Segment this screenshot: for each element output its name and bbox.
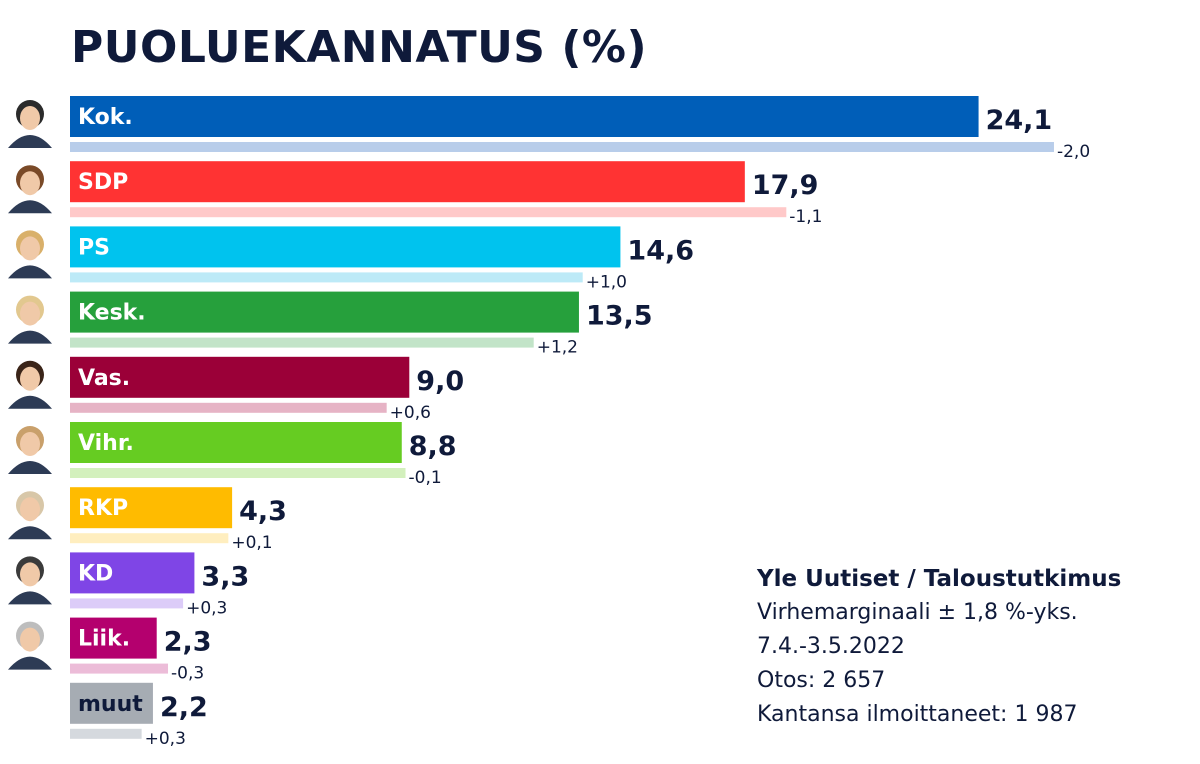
support-bar — [70, 226, 621, 268]
chart-title: PUOLUEKANNATUS (%) — [71, 22, 648, 73]
party-row: RKP 4,3 +0,1 — [8, 487, 287, 553]
previous-support-bar — [70, 468, 406, 478]
support-value-label: 17,9 — [752, 170, 819, 201]
party-leader-portrait — [8, 621, 52, 670]
party-leader-portrait — [8, 100, 52, 148]
change-label: +0,1 — [231, 533, 272, 553]
previous-support-bar — [70, 207, 787, 218]
support-bar — [70, 617, 157, 659]
party-row: Kok. 24,1-2,0 — [8, 96, 1090, 162]
party-leader-portrait — [8, 491, 52, 540]
party-leader-portrait — [8, 426, 52, 474]
party-name-label: Vihr. — [78, 431, 134, 456]
party-name-label: KD — [78, 561, 113, 586]
support-value-label: 24,1 — [986, 105, 1053, 136]
party-name-label: PS — [78, 235, 110, 260]
party-leader-portrait — [8, 295, 52, 344]
support-value-label: 9,0 — [416, 366, 464, 397]
party-name-label: muut — [78, 692, 143, 717]
margin-of-error: Virhemarginaali ± 1,8 %-yks. — [757, 600, 1078, 625]
party-row: Liik. 2,3 -0,3 — [8, 617, 212, 684]
previous-support-bar — [70, 272, 583, 283]
previous-support-bar — [70, 533, 229, 544]
previous-support-bar — [70, 142, 1054, 152]
previous-support-bar — [70, 728, 142, 739]
support-bar — [70, 291, 579, 333]
change-label: +1,0 — [586, 272, 627, 292]
party-leader-portrait — [8, 360, 52, 409]
party-row: Kesk. 13,5 +1,2 — [8, 291, 653, 358]
support-value-label: 4,3 — [239, 496, 287, 527]
survey-period: 7.4.-3.5.2022 — [757, 634, 905, 659]
change-label: +0,3 — [145, 729, 186, 749]
support-bar — [70, 96, 979, 137]
party-row: KD 3,3 +0,3 — [8, 552, 249, 618]
support-bar — [70, 356, 410, 398]
change-label: +1,2 — [537, 338, 578, 358]
party-name-label: Liik. — [78, 627, 130, 652]
sample-size: Otos: 2 657 — [757, 668, 886, 693]
party-row: muut 2,2 +0,3 — [70, 682, 208, 749]
support-bar — [70, 487, 233, 529]
source-info: Yle Uutiset / Taloustutkimus Virhemargin… — [757, 562, 1187, 732]
support-value-label: 14,6 — [627, 235, 694, 266]
party-name-label: Kok. — [78, 105, 133, 130]
support-value-label: 2,2 — [160, 692, 208, 723]
support-bar — [70, 552, 195, 594]
support-bar — [70, 682, 153, 724]
party-leader-portrait — [8, 230, 52, 279]
support-value-label: 3,3 — [201, 561, 249, 592]
change-label: -1,1 — [789, 207, 822, 227]
previous-support-bar — [70, 402, 387, 413]
party-row: Vihr. 8,8 -0,1 — [8, 422, 457, 488]
source-title: Yle Uutiset / Taloustutkimus — [757, 566, 1122, 592]
party-name-label: RKP — [78, 496, 128, 521]
support-bar — [70, 422, 402, 463]
previous-support-bar — [70, 663, 169, 674]
party-name-label: SDP — [78, 170, 128, 195]
support-value-label: 8,8 — [409, 431, 457, 462]
change-label: -0,1 — [409, 468, 442, 488]
support-bar — [70, 161, 745, 203]
change-label: +0,3 — [186, 598, 227, 618]
previous-support-bar — [70, 598, 184, 609]
party-row: SDP 17,9 -1,1 — [8, 161, 822, 227]
respondents-count: Kantansa ilmoittaneet: 1 987 — [757, 702, 1078, 727]
party-row: PS 14,6+1,0 — [8, 226, 694, 292]
change-label: +0,6 — [390, 403, 431, 423]
party-row: Vas. 9,0 +0,6 — [8, 356, 464, 423]
support-value-label: 2,3 — [164, 627, 212, 658]
party-leader-portrait — [8, 165, 52, 214]
party-name-label: Kesk. — [78, 301, 146, 326]
party-leader-portrait — [8, 556, 52, 605]
previous-support-bar — [70, 337, 534, 348]
support-value-label: 13,5 — [586, 301, 653, 332]
change-label: -2,0 — [1057, 142, 1090, 162]
change-label: -0,3 — [171, 664, 204, 684]
party-name-label: Vas. — [78, 366, 130, 391]
